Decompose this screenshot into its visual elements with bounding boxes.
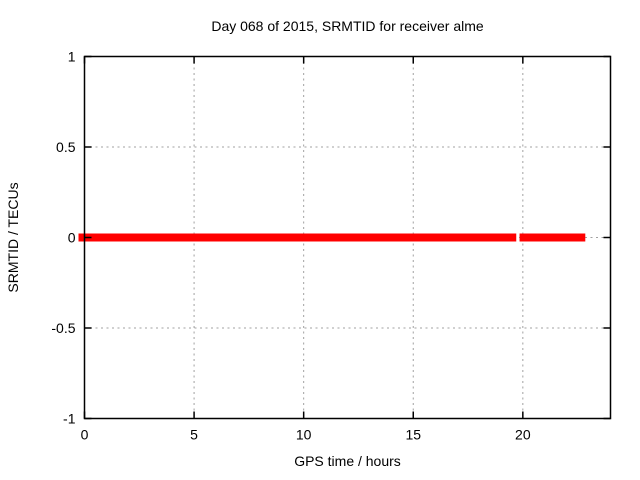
- x-tick-label: 0: [81, 427, 89, 443]
- chart-title: Day 068 of 2015, SRMTID for receiver alm…: [211, 18, 484, 34]
- y-axis-label: SRMTID / TECUs: [5, 182, 21, 292]
- y-tick-label: -0.5: [51, 320, 75, 336]
- x-tick-label: 20: [515, 427, 531, 443]
- y-tick-label: 0: [68, 230, 76, 246]
- x-tick-label: 10: [296, 427, 312, 443]
- x-axis-label: GPS time / hours: [294, 453, 401, 469]
- x-tick-labels: 0 5 10 15 20: [81, 427, 531, 443]
- y-tick-labels: -1 -0.5 0 0.5 1: [51, 49, 75, 427]
- y-tick-label: 0.5: [56, 139, 76, 155]
- y-tick-label: 1: [68, 49, 76, 65]
- x-tick-label: 15: [405, 427, 421, 443]
- x-tick-label: 5: [190, 427, 198, 443]
- y-tick-label: -1: [63, 411, 76, 427]
- axis-border-layer: [83, 55, 612, 420]
